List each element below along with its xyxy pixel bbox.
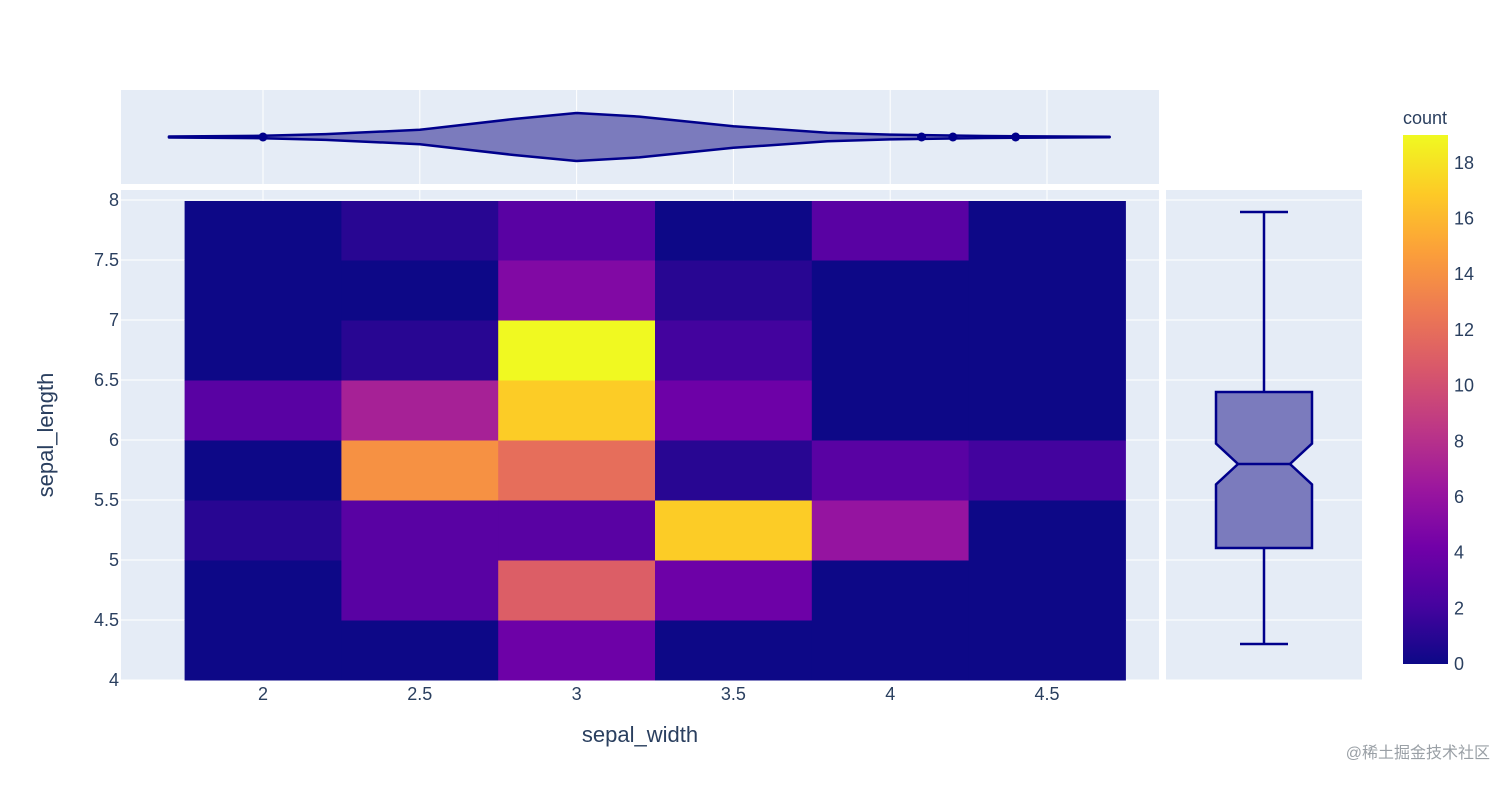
- heatmap-cells: [184, 201, 1126, 681]
- heatmap-cell-r5-c1: [341, 320, 499, 381]
- heatmap-cell-r3-c0: [184, 440, 342, 501]
- heatmap-cell-r5-c5: [968, 320, 1126, 381]
- heatmap-cell-r2-c5: [968, 500, 1126, 561]
- top-marginal-violin-panel: [121, 90, 1159, 184]
- heatmap-cell-r0-c0: [184, 620, 342, 681]
- heatmap-cell-r7-c2: [498, 201, 656, 261]
- heatmap-cell-r4-c0: [184, 380, 342, 441]
- y-tick-label-0: 4: [109, 670, 119, 690]
- y-tick-label-5: 6.5: [94, 370, 119, 390]
- heatmap-cell-r5-c0: [184, 320, 342, 381]
- violin-outlier-point-3: [1011, 132, 1021, 142]
- heatmap-cell-r0-c1: [341, 620, 499, 681]
- y-tick-label-6: 7: [109, 310, 119, 330]
- notched-box-plot: [1214, 210, 1314, 646]
- colorbar-tick-label-8: 16: [1454, 209, 1474, 229]
- heatmap-cell-r2-c1: [341, 500, 499, 561]
- heatmap-cell-r3-c3: [655, 440, 813, 501]
- colorbar-tick-label-3: 6: [1454, 487, 1464, 507]
- heatmap-panel: 2 2.5 3 3.5 4 4.5 4 4.5 5 5.5 6 6.5 7 7.5 8 sepal_wid…: [33, 190, 1159, 747]
- y-tick-label-1: 4.5: [94, 610, 119, 630]
- colorbar-tick-label-2: 4: [1454, 543, 1464, 563]
- heatmap-cell-r6-c1: [341, 260, 499, 321]
- watermark-text: @稀土掘金技术社区: [1346, 744, 1490, 762]
- y-tick-label-8: 8: [109, 190, 119, 210]
- heatmap-cell-r7-c5: [968, 201, 1126, 261]
- colorbar-gradient: [1403, 135, 1448, 664]
- heatmap-cell-r2-c3: [655, 500, 813, 561]
- heatmap-cell-r2-c2: [498, 500, 656, 561]
- heatmap-cell-r4-c4: [811, 380, 970, 441]
- heatmap-cell-r1-c3: [655, 560, 813, 621]
- violin-shape: [167, 111, 1111, 163]
- box-body: [1214, 390, 1314, 550]
- x-tick-label-1: 2.5: [407, 684, 432, 704]
- heatmap-cell-r6-c2: [498, 260, 656, 321]
- heatmap-cell-r4-c1: [341, 380, 499, 441]
- y-axis-ticks: 4 4.5 5 5.5 6 6.5 7 7.5 8: [94, 190, 119, 690]
- heatmap-cell-r0-c2: [498, 620, 656, 681]
- heatmap-cell-r3-c1: [341, 440, 499, 501]
- heatmap-cell-r1-c5: [968, 560, 1126, 621]
- heatmap-cell-r6-c0: [184, 260, 342, 321]
- violin-outlier-point-2: [948, 132, 958, 142]
- heatmap-cell-r6-c4: [811, 260, 970, 321]
- colorbar-tick-label-9: 18: [1454, 153, 1474, 173]
- colorbar-tick-label-7: 14: [1454, 264, 1474, 284]
- heatmap-cell-r7-c3: [655, 201, 813, 261]
- heatmap-cell-r7-c0: [184, 201, 342, 261]
- heatmap-cell-r3-c4: [811, 440, 970, 501]
- colorbar-tick-label-0: 0: [1454, 654, 1464, 674]
- heatmap-cell-r1-c2: [498, 560, 656, 621]
- violin-outlier-point-1: [917, 132, 927, 142]
- y-tick-label-7: 7.5: [94, 250, 119, 270]
- heatmap-cell-r0-c4: [811, 620, 970, 681]
- y-tick-label-3: 5.5: [94, 490, 119, 510]
- x-tick-label-0: 2: [258, 684, 268, 704]
- heatmap-cell-r5-c2: [498, 320, 656, 381]
- heatmap-cell-r4-c3: [655, 380, 813, 441]
- x-tick-label-4: 4: [885, 684, 895, 704]
- colorbar-tick-label-1: 2: [1454, 598, 1464, 618]
- heatmap-cell-r2-c0: [184, 500, 342, 561]
- heatmap-cell-r3-c5: [968, 440, 1126, 501]
- x-axis-title: sepal_width: [582, 722, 698, 747]
- y-tick-label-2: 5: [109, 550, 119, 570]
- x-axis-ticks: 2 2.5 3 3.5 4 4.5: [258, 684, 1060, 704]
- heatmap-cell-r7-c4: [811, 201, 970, 261]
- heatmap-cell-r4-c2: [498, 380, 656, 441]
- y-axis-title: sepal_length: [33, 373, 58, 498]
- violin-outlier-point-0: [258, 132, 268, 142]
- heatmap-cell-r1-c1: [341, 560, 499, 621]
- heatmap-cell-r3-c2: [498, 440, 656, 501]
- heatmap-cell-r6-c3: [655, 260, 813, 321]
- heatmap-cell-r0-c5: [968, 620, 1126, 681]
- heatmap-cell-r0-c3: [655, 620, 813, 681]
- x-tick-label-3: 3.5: [721, 684, 746, 704]
- heatmap-cell-r1-c0: [184, 560, 342, 621]
- heatmap-cell-r4-c5: [968, 380, 1126, 441]
- colorbar: count 0 2 4 6 8 10 12 14 16 18: [1403, 108, 1474, 674]
- heatmap-cell-r1-c4: [811, 560, 970, 621]
- x-tick-label-5: 4.5: [1034, 684, 1059, 704]
- colorbar-title: count: [1403, 108, 1447, 128]
- heatmap-cell-r6-c5: [968, 260, 1126, 321]
- heatmap-cell-r5-c3: [655, 320, 813, 381]
- x-tick-label-2: 3: [572, 684, 582, 704]
- heatmap-cell-r5-c4: [811, 320, 970, 381]
- violin-outliers: [258, 132, 1021, 142]
- colorbar-tick-label-5: 10: [1454, 376, 1474, 396]
- y-tick-label-4: 6: [109, 430, 119, 450]
- colorbar-tick-label-6: 12: [1454, 320, 1474, 340]
- heatmap-cell-r2-c4: [811, 500, 970, 561]
- colorbar-tick-label-4: 8: [1454, 431, 1464, 451]
- right-marginal-box-panel: [1166, 190, 1362, 681]
- heatmap-cell-r7-c1: [341, 201, 499, 261]
- colorbar-ticks: 0 2 4 6 8 10 12 14 16 18: [1454, 153, 1474, 674]
